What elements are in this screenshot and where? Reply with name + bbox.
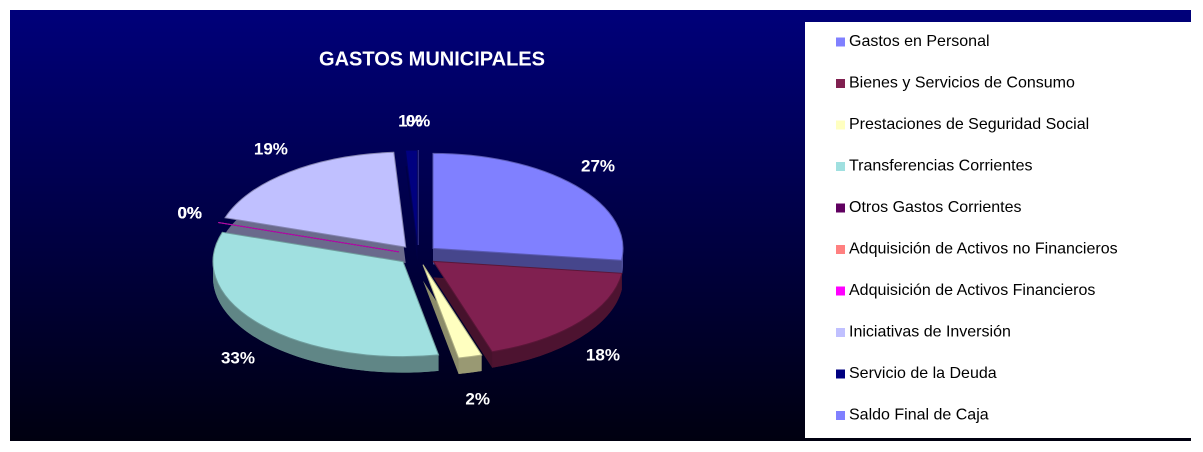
legend-swatch [836,79,845,88]
slice-side [458,355,482,375]
legend-label: Servicio de la Deuda [849,365,997,382]
slice-side [492,273,622,368]
legend-swatch [836,203,845,213]
slice [432,152,624,261]
slice [432,260,623,353]
legend-label: Saldo Final de Caja [849,407,989,424]
data-label: 0% [406,111,431,130]
legend-label: Transferencias Corrientes [849,158,1032,175]
legend-label: Adquisición de Activos no Financieros [849,241,1118,258]
legend-label: Bienes y Servicios de Consumo [849,75,1075,92]
legend-swatch [836,411,845,420]
legend-swatch [836,286,845,296]
data-label: 18% [586,345,620,364]
slice [212,231,440,358]
pie-slice [422,264,483,375]
data-label: 2% [465,389,490,408]
slice [404,149,418,246]
data-label: 27% [581,157,615,176]
legend-swatch [836,120,845,130]
data-label: 0% [177,203,202,222]
legend-swatch [836,162,845,171]
chart-title: GASTOS MUNICIPALES [319,48,545,70]
legend-swatch [836,37,845,47]
legend-label: Otros Gastos Corrientes [849,199,1022,216]
slice-side [212,261,439,373]
legend-label: Prestaciones de Seguridad Social [849,116,1089,133]
slice [224,151,407,248]
slice [422,264,483,359]
legend-label: Gastos en Personal [849,33,990,50]
legend-swatch [836,328,845,337]
legend-label: Iniciativas de Inversión [849,324,1011,341]
legend-swatch [836,369,845,379]
pie-slice [212,231,440,373]
pie-slice [432,152,624,277]
pie-slice [404,149,418,262]
data-label: 33% [221,348,255,367]
pie-slice [224,151,407,264]
pie-slice [432,260,623,368]
data-label: 0% [177,203,202,222]
data-label: 0% [177,203,202,222]
data-label: 19% [254,139,288,158]
legend-box [805,22,1191,438]
legend-label: Adquisición de Activos Financieros [849,282,1095,299]
legend-swatch [836,245,845,254]
data-label: 1% [398,112,423,131]
